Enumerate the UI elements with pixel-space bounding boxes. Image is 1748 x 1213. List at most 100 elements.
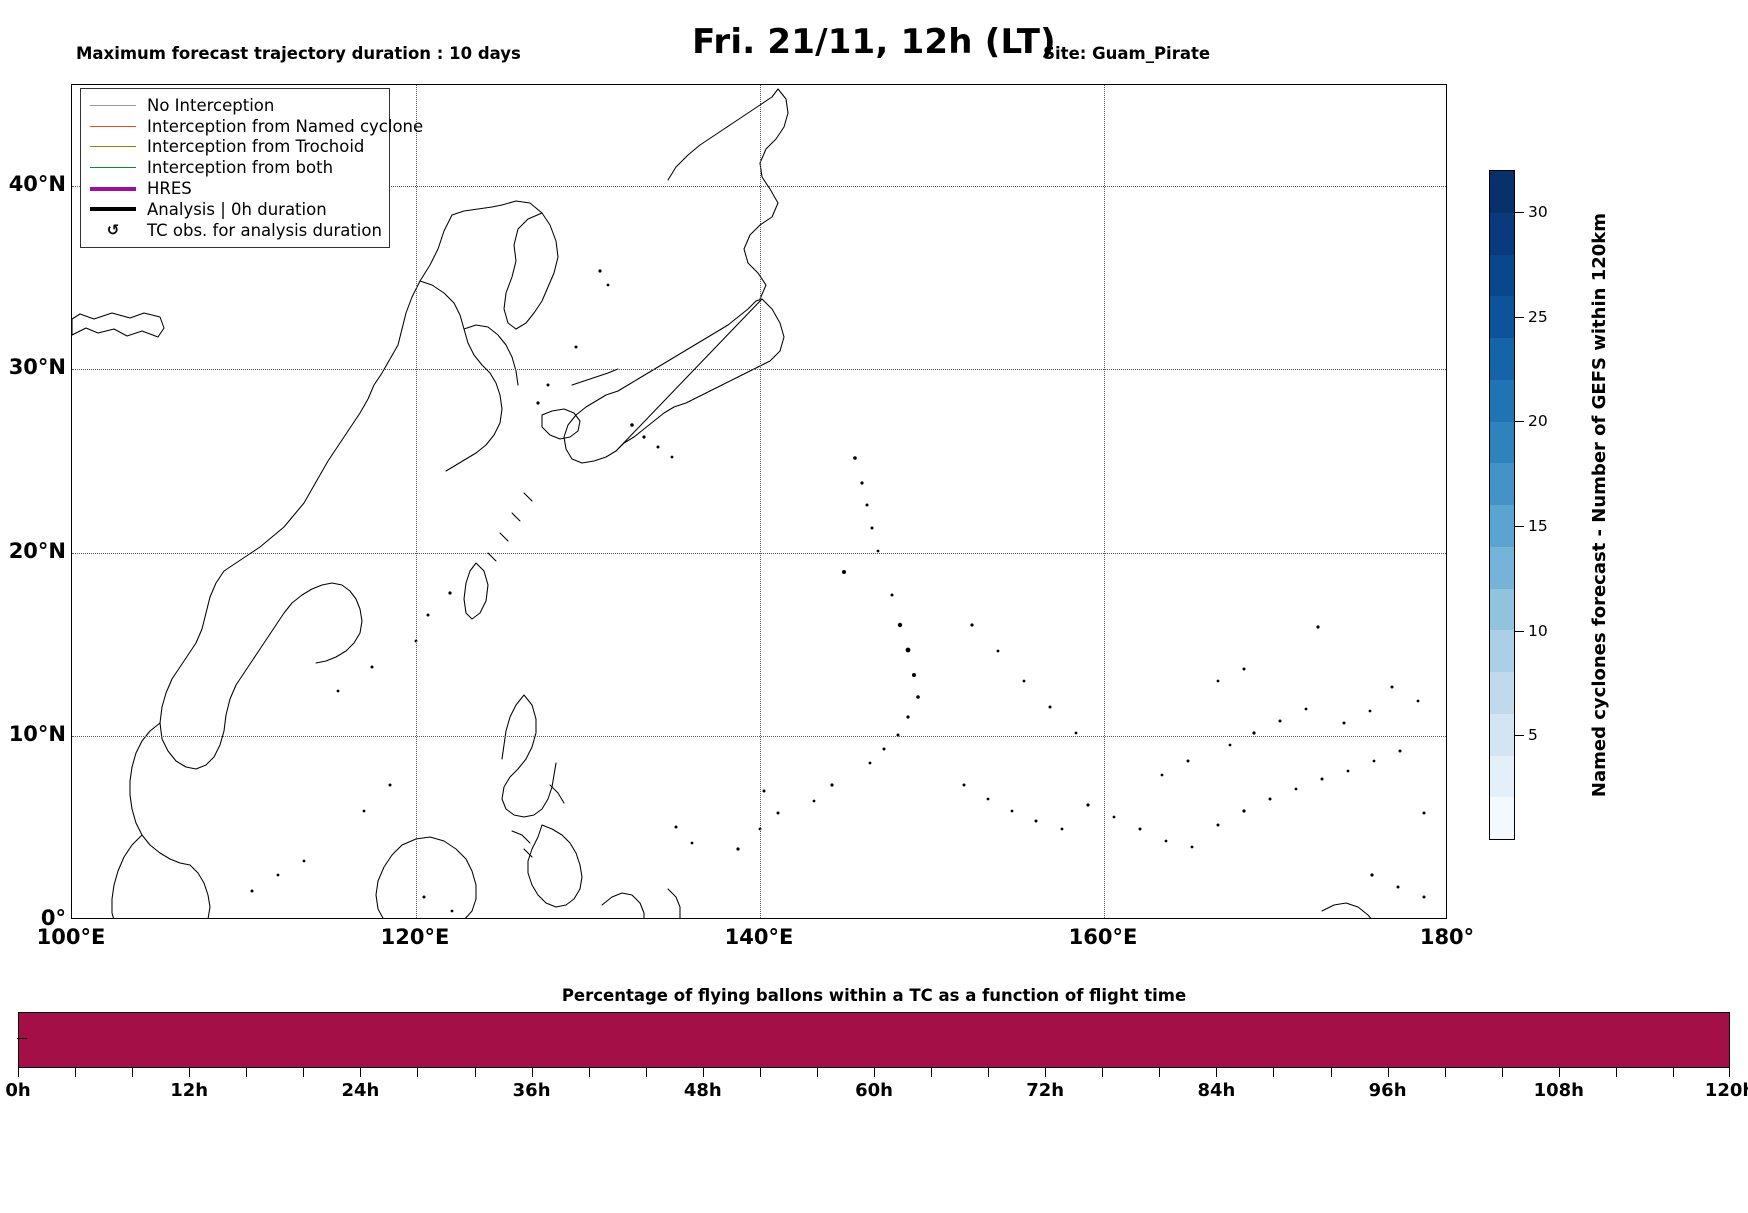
bar-x-tick	[1615, 1068, 1617, 1077]
bar-x-tick-label: 48h	[683, 1080, 722, 1101]
colorbar-tick	[1515, 630, 1524, 632]
bar-x-tick-label: 84h	[1197, 1080, 1236, 1101]
bar-x-tick	[702, 1068, 704, 1077]
bar-x-tick	[1273, 1068, 1275, 1077]
bar-x-tick	[931, 1068, 933, 1077]
colorbar-swatch	[1490, 254, 1514, 297]
map-legend[interactable]: No Interception Interception from Named …	[80, 88, 423, 248]
bar-x-tick	[1672, 1068, 1674, 1077]
bar-x-tick	[645, 1068, 647, 1077]
colorbar-swatch	[1490, 797, 1514, 839]
map-lon-label: 120°E	[380, 925, 450, 949]
colorbar-swatch	[1490, 338, 1514, 380]
bar-chart[interactable]	[17, 1012, 1730, 1077]
legend-label: HRES	[147, 179, 192, 199]
bar-x-tick	[1330, 1068, 1332, 1077]
colorbar-title: Named cyclones forecast - Number of GEFS…	[1585, 170, 1613, 840]
bar-x-tick	[759, 1068, 761, 1077]
legend-swatch-line-icon	[87, 146, 139, 148]
map-lat-label: 30°N	[8, 355, 66, 380]
bar-x-tick	[1501, 1068, 1503, 1077]
bar-x-tick	[988, 1068, 990, 1077]
bar-y-tick	[17, 1038, 27, 1039]
bar-x-tick	[816, 1068, 818, 1077]
bar-x-tick-label: 24h	[341, 1080, 380, 1101]
bar-x-tick-label: 108h	[1533, 1080, 1584, 1101]
colorbar-title-text: Named cyclones forecast - Number of GEFS…	[1588, 212, 1610, 798]
bar-x-tick-label: 12h	[170, 1080, 209, 1101]
legend-item-no-interception: No Interception	[87, 95, 381, 116]
legend-label: TC obs. for analysis duration	[147, 220, 382, 240]
colorbar[interactable]: 5 10 15 20 25 30	[1489, 170, 1548, 840]
map-lon-label: 140°E	[724, 925, 794, 949]
legend-label: Interception from Trochoid	[147, 137, 365, 157]
colorbar-swatch	[1490, 212, 1514, 255]
bar-x-tick-label: 72h	[1026, 1080, 1065, 1101]
bar-x-tick	[1387, 1068, 1389, 1077]
legend-item-hres: HRES	[87, 178, 381, 199]
bar-x-tick	[360, 1068, 362, 1077]
colorbar-tick	[1515, 525, 1524, 527]
bar-x-tick	[303, 1068, 305, 1077]
map-lat-label: 40°N	[8, 171, 66, 196]
colorbar-swatch	[1490, 672, 1514, 714]
island-dots	[250, 269, 1426, 913]
legend-swatch-line-icon	[87, 125, 139, 127]
colorbar-tick	[1515, 735, 1524, 737]
colorbar-tick-label: 20	[1528, 412, 1548, 431]
bar-x-tick	[246, 1068, 248, 1077]
cyclone-glyph: ↺	[106, 220, 120, 239]
colorbar-swatch	[1490, 546, 1514, 589]
colorbar-swatch	[1490, 421, 1514, 464]
colorbar-swatch	[1490, 755, 1514, 798]
map-gridline-lat	[72, 369, 1446, 371]
header-left-line-1: Maximum forecast trajectory duration : 1…	[76, 44, 521, 63]
bar-x-tick-label: 0h	[5, 1080, 31, 1101]
legend-item-tc-observation: ↺ TC obs. for analysis duration	[87, 220, 382, 241]
map-gridline-lat	[72, 185, 1446, 187]
colorbar-tick-label: 25	[1528, 307, 1548, 326]
legend-swatch-line-icon	[87, 167, 139, 169]
legend-item-analysis: Analysis | 0h duration	[87, 199, 381, 220]
colorbar-swatch	[1490, 588, 1514, 631]
bar-x-tick-label: 96h	[1368, 1080, 1407, 1101]
bar-x-tick	[75, 1068, 77, 1077]
legend-swatch-line-icon	[87, 104, 139, 106]
colorbar-swatch	[1490, 630, 1514, 672]
legend-item-both: Interception from both	[87, 157, 381, 178]
bar-x-tick	[1444, 1068, 1446, 1077]
bar-x-tick	[132, 1068, 134, 1077]
bar-x-tick	[531, 1068, 533, 1077]
map-lon-label: 180°	[1419, 925, 1475, 949]
colorbar-swatch	[1490, 171, 1514, 213]
bar-x-tick	[1216, 1068, 1218, 1077]
map-lat-label: 10°N	[8, 722, 66, 747]
colorbar-tick-label: 30	[1528, 202, 1548, 221]
colorbar-gradient	[1489, 170, 1515, 840]
map-gridline-lat	[72, 552, 1446, 554]
bar-x-tick	[1102, 1068, 1104, 1077]
colorbar-swatch	[1490, 463, 1514, 505]
legend-label: Interception from both	[147, 158, 334, 178]
legend-item-named-cyclone: Interception from Named cyclone	[87, 116, 423, 137]
map-gridline-lon	[760, 85, 761, 918]
colorbar-tick-label: 15	[1528, 516, 1548, 535]
page-title: Fri. 21/11, 12h (LT)	[692, 22, 1056, 62]
bar-x-tick-label: 36h	[512, 1080, 551, 1101]
colorbar-tick-label: 5	[1528, 726, 1538, 745]
bar-x-tick	[1558, 1068, 1560, 1077]
map-lon-label: 160°E	[1068, 925, 1138, 949]
bar-x-tick	[417, 1068, 419, 1077]
map-gridline-lat	[72, 736, 1446, 738]
legend-swatch-line-icon	[87, 207, 139, 212]
bar-x-tick	[1045, 1068, 1047, 1077]
legend-label: No Interception	[147, 95, 275, 115]
colorbar-swatch	[1490, 379, 1514, 422]
bar-x-tick	[1729, 1068, 1730, 1077]
map-lon-label: 100°E	[36, 925, 106, 949]
site-line: Site: Guam_Pirate	[1043, 44, 1211, 63]
legend-swatch-line-icon	[87, 186, 139, 191]
colorbar-tick	[1515, 316, 1524, 318]
legend-label: Analysis | 0h duration	[147, 199, 327, 219]
legend-item-trochoid: Interception from Trochoid	[87, 137, 381, 158]
